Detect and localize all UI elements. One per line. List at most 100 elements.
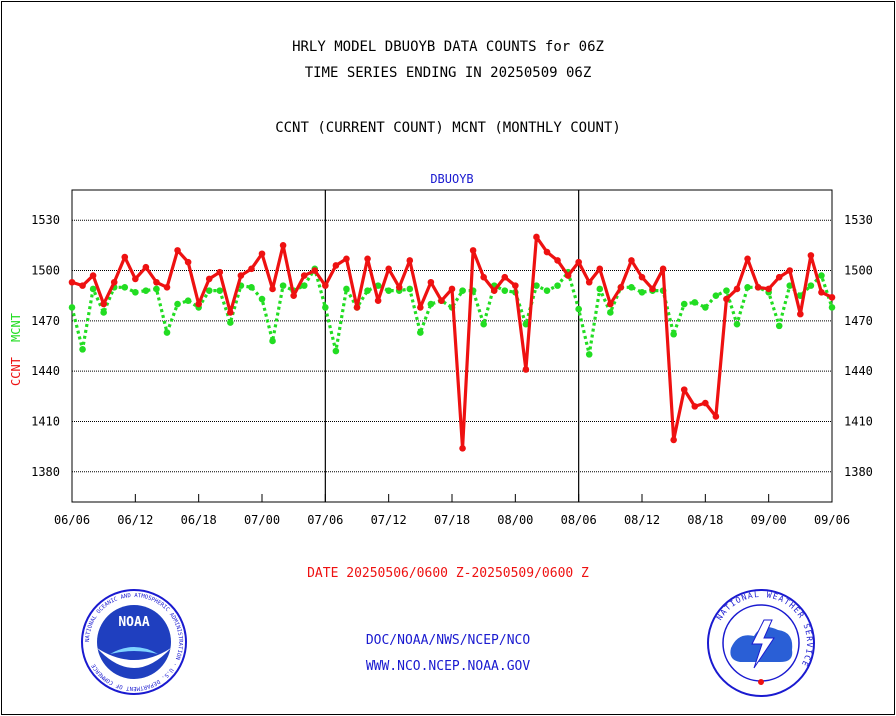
data-point-ccnt	[775, 273, 783, 281]
data-point-ccnt	[786, 267, 794, 274]
data-point-ccnt	[163, 283, 171, 291]
noaa-logo-text: NOAA	[118, 615, 149, 630]
data-point-ccnt	[121, 253, 129, 261]
x-tick-label: 07/18	[434, 513, 470, 527]
credit-line2: WWW.NCO.NCEP.NOAA.GOV	[365, 659, 531, 674]
data-point-mcnt	[775, 322, 783, 330]
data-point-ccnt	[216, 268, 224, 276]
y-tick-label-left: 1410	[31, 414, 60, 428]
data-point-ccnt	[818, 289, 825, 296]
data-point-ccnt	[765, 285, 772, 293]
data-point-ccnt	[797, 310, 804, 318]
data-point-mcnt	[702, 304, 709, 311]
data-point-ccnt	[374, 297, 382, 305]
x-tick-label: 06/18	[181, 513, 217, 527]
data-point-mcnt	[279, 282, 287, 289]
data-point-mcnt	[89, 285, 97, 293]
data-point-mcnt	[258, 295, 266, 303]
data-point-mcnt	[744, 283, 751, 291]
x-tick-label: 09/00	[751, 513, 787, 527]
data-point-ccnt	[543, 248, 551, 256]
data-point-ccnt	[596, 265, 604, 273]
data-point-mcnt	[480, 320, 487, 328]
data-point-mcnt	[184, 297, 192, 305]
data-point-mcnt	[427, 300, 435, 308]
data-point-ccnt	[100, 300, 107, 308]
data-point-ccnt	[195, 300, 202, 308]
series-mcnt	[68, 265, 836, 358]
data-point-mcnt	[227, 319, 234, 326]
data-point-ccnt	[269, 285, 276, 293]
data-point-ccnt	[575, 258, 582, 266]
data-point-mcnt	[374, 282, 382, 289]
data-point-mcnt	[343, 285, 350, 293]
data-point-mcnt	[216, 287, 224, 294]
data-point-ccnt	[364, 255, 371, 263]
data-point-mcnt	[680, 300, 688, 308]
data-point-mcnt	[522, 320, 530, 328]
data-point-ccnt	[184, 258, 192, 266]
data-point-mcnt	[459, 287, 466, 294]
data-point-ccnt	[533, 233, 540, 241]
plot-area	[71, 189, 833, 503]
data-point-ccnt	[153, 278, 160, 286]
x-tick-label: 07/12	[371, 513, 407, 527]
data-point-mcnt	[638, 289, 646, 296]
data-point-ccnt	[649, 285, 656, 293]
data-point-mcnt	[575, 305, 582, 313]
data-point-ccnt	[343, 255, 350, 263]
data-point-mcnt	[142, 287, 150, 294]
data-point-mcnt	[332, 347, 340, 355]
data-point-ccnt	[501, 273, 509, 281]
data-point-mcnt	[248, 283, 255, 291]
data-point-mcnt	[554, 282, 561, 289]
data-point-mcnt	[723, 287, 730, 294]
data-point-ccnt	[248, 265, 255, 273]
data-point-mcnt	[68, 304, 76, 311]
noaa-logo-icon: NOAA NATIONAL OCEANIC AND ATMOSPHERIC AD…	[81, 589, 187, 695]
y-tick-label-right: 1380	[844, 465, 873, 479]
y-axis-label-ccnt: CCNT	[9, 357, 23, 386]
y-tick-label-left: 1530	[31, 213, 60, 227]
y-tick-label-right: 1470	[844, 314, 873, 328]
data-point-mcnt	[585, 351, 593, 358]
data-point-mcnt	[174, 300, 181, 308]
data-point-mcnt	[385, 287, 392, 294]
data-point-mcnt	[596, 285, 604, 293]
data-point-mcnt	[543, 287, 551, 294]
data-point-ccnt	[733, 285, 741, 293]
data-point-mcnt	[132, 289, 139, 296]
data-point-mcnt	[205, 287, 213, 294]
data-point-mcnt	[670, 330, 677, 338]
y-tick-labels-right: 1380 1410 1440 1470 1500 1530	[844, 213, 873, 479]
data-point-ccnt	[427, 278, 435, 286]
y-tick-label-right: 1530	[844, 213, 873, 227]
data-point-ccnt	[469, 247, 477, 254]
chart-title-line1: HRLY MODEL DBUOYB DATA COUNTS for 06Z	[292, 39, 604, 55]
data-point-mcnt	[269, 337, 276, 345]
gridlines	[72, 219, 832, 473]
x-tick-label: 08/00	[497, 513, 533, 527]
chart-subtitle: CCNT (CURRENT COUNT) MCNT (MONTHLY COUNT…	[275, 120, 621, 136]
data-point-ccnt	[585, 278, 593, 286]
data-point-ccnt	[638, 273, 646, 281]
x-tick-label: 06/06	[54, 513, 90, 527]
data-point-ccnt	[279, 242, 287, 249]
data-point-ccnt	[744, 255, 751, 263]
data-point-mcnt	[79, 346, 86, 353]
data-point-ccnt	[395, 283, 403, 291]
data-point-ccnt	[438, 297, 445, 305]
data-point-ccnt	[480, 273, 487, 281]
data-point-ccnt	[659, 265, 667, 273]
data-point-mcnt	[733, 320, 741, 328]
data-point-mcnt	[100, 309, 107, 316]
data-point-ccnt	[723, 295, 730, 303]
data-point-ccnt	[89, 272, 97, 279]
y-axis-label-mcnt: MCNT	[9, 313, 23, 342]
data-point-ccnt	[680, 386, 688, 393]
data-point-ccnt	[132, 275, 139, 283]
data-point-mcnt	[533, 282, 540, 289]
data-point-ccnt	[522, 366, 530, 373]
data-point-ccnt	[670, 436, 677, 444]
